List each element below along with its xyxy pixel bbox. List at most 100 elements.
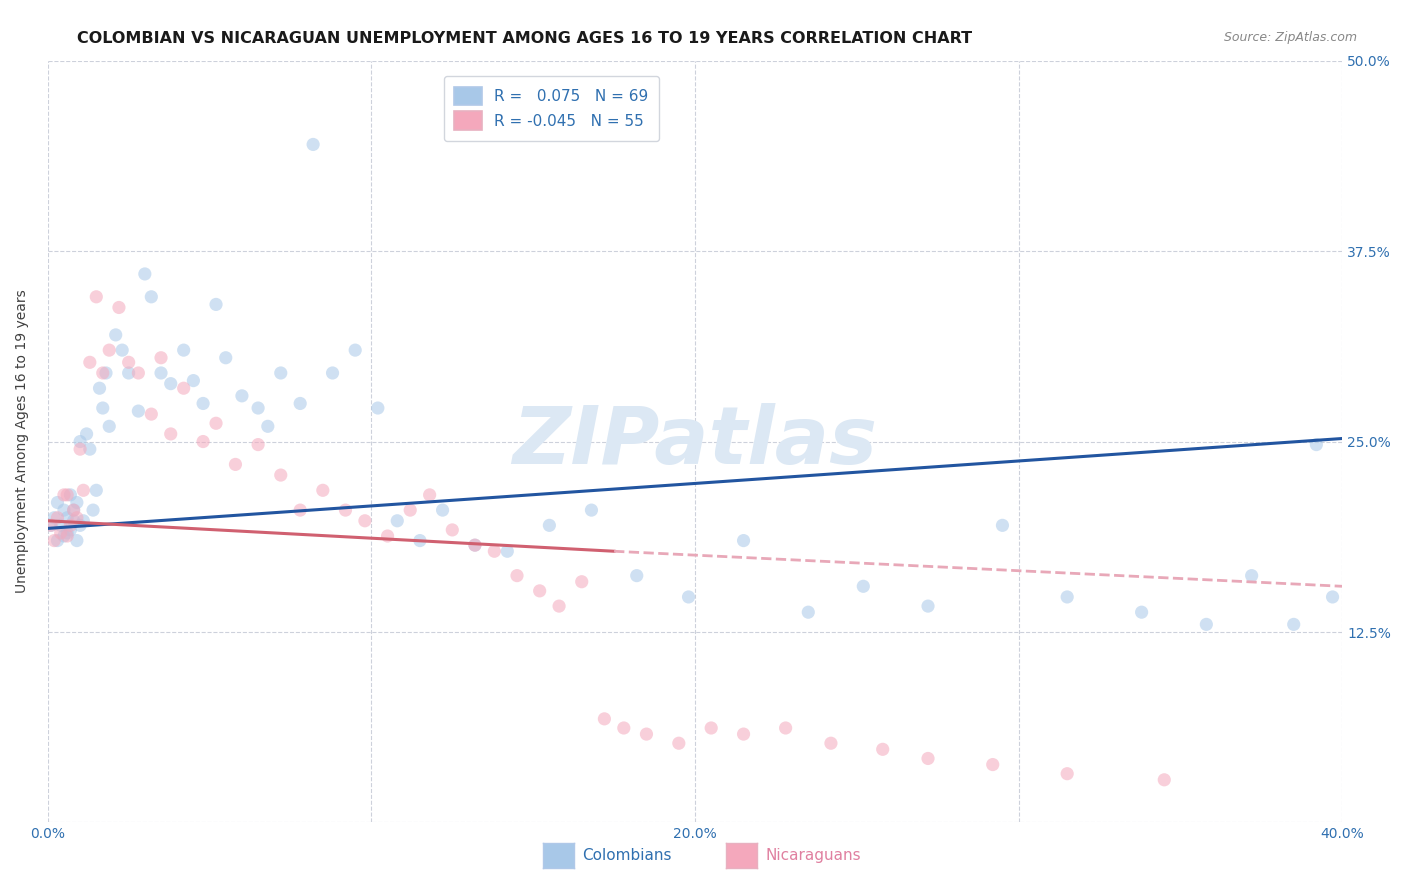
- Point: [581, 503, 603, 517]
- Point: [1056, 766, 1078, 780]
- Point: [108, 301, 131, 315]
- Point: [1322, 590, 1344, 604]
- Point: [59, 518, 82, 533]
- Point: [183, 374, 205, 388]
- Point: [733, 727, 755, 741]
- Point: [91, 366, 114, 380]
- Point: [678, 590, 700, 604]
- Point: [613, 721, 636, 735]
- Text: Nicaraguans: Nicaraguans: [765, 848, 860, 863]
- Point: [322, 366, 344, 380]
- Point: [484, 544, 506, 558]
- Point: [733, 533, 755, 548]
- Point: [104, 327, 127, 342]
- Text: ZIPatlas: ZIPatlas: [513, 402, 877, 481]
- Point: [44, 533, 66, 548]
- Point: [852, 579, 875, 593]
- Point: [1282, 617, 1305, 632]
- Point: [39, 518, 62, 533]
- Point: [89, 381, 111, 395]
- Point: [626, 568, 648, 582]
- Point: [46, 495, 69, 509]
- Point: [247, 437, 270, 451]
- Point: [432, 503, 454, 517]
- Point: [173, 343, 195, 358]
- Point: [1240, 568, 1263, 582]
- Point: [79, 442, 101, 457]
- Point: [302, 137, 325, 152]
- Point: [270, 366, 292, 380]
- Point: [52, 529, 75, 543]
- Point: [1305, 437, 1327, 451]
- Point: [270, 468, 292, 483]
- Point: [69, 442, 91, 457]
- Point: [46, 533, 69, 548]
- Point: [496, 544, 519, 558]
- Point: [797, 605, 820, 619]
- Point: [215, 351, 238, 365]
- Point: [118, 355, 141, 369]
- Point: [1153, 772, 1175, 787]
- Point: [82, 503, 104, 517]
- Point: [344, 343, 367, 358]
- Point: [387, 514, 409, 528]
- Point: [56, 510, 79, 524]
- Point: [59, 488, 82, 502]
- Point: [464, 538, 486, 552]
- Point: [312, 483, 335, 498]
- Point: [917, 599, 939, 613]
- Point: [775, 721, 797, 735]
- Point: [1195, 617, 1218, 632]
- Point: [76, 426, 98, 441]
- Point: [39, 518, 62, 533]
- Point: [205, 297, 228, 311]
- Point: [529, 583, 551, 598]
- Point: [59, 523, 82, 537]
- Legend: R =   0.075   N = 69, R = -0.045   N = 55: R = 0.075 N = 69, R = -0.045 N = 55: [444, 76, 659, 141]
- Text: Colombians: Colombians: [582, 848, 672, 863]
- Point: [593, 712, 616, 726]
- Point: [399, 503, 422, 517]
- Point: [111, 343, 134, 358]
- Point: [127, 404, 149, 418]
- Point: [56, 488, 79, 502]
- Point: [981, 757, 1004, 772]
- Point: [464, 538, 486, 552]
- Point: [62, 514, 84, 528]
- Point: [118, 366, 141, 380]
- Point: [72, 514, 94, 528]
- Point: [150, 351, 173, 365]
- Point: [159, 376, 181, 391]
- Point: [66, 533, 89, 548]
- Point: [159, 426, 181, 441]
- Point: [52, 488, 75, 502]
- Point: [991, 518, 1014, 533]
- Point: [820, 736, 842, 750]
- Y-axis label: Unemployment Among Ages 16 to 19 years: Unemployment Among Ages 16 to 19 years: [15, 290, 30, 593]
- Point: [141, 407, 163, 421]
- Point: [52, 503, 75, 517]
- Point: [377, 529, 399, 543]
- Point: [335, 503, 357, 517]
- Point: [354, 514, 377, 528]
- Point: [98, 419, 121, 434]
- Point: [191, 434, 214, 449]
- Point: [288, 503, 311, 517]
- Point: [548, 599, 571, 613]
- Point: [69, 518, 91, 533]
- Point: [62, 503, 84, 517]
- Point: [127, 366, 149, 380]
- Point: [72, 483, 94, 498]
- Point: [409, 533, 432, 548]
- Point: [84, 483, 107, 498]
- Point: [506, 568, 529, 582]
- Point: [205, 417, 228, 431]
- Point: [231, 389, 253, 403]
- Point: [419, 488, 441, 502]
- Point: [46, 510, 69, 524]
- Text: COLOMBIAN VS NICARAGUAN UNEMPLOYMENT AMONG AGES 16 TO 19 YEARS CORRELATION CHART: COLOMBIAN VS NICARAGUAN UNEMPLOYMENT AMO…: [77, 31, 973, 46]
- Point: [247, 401, 270, 415]
- Point: [1130, 605, 1153, 619]
- Point: [441, 523, 464, 537]
- Point: [134, 267, 156, 281]
